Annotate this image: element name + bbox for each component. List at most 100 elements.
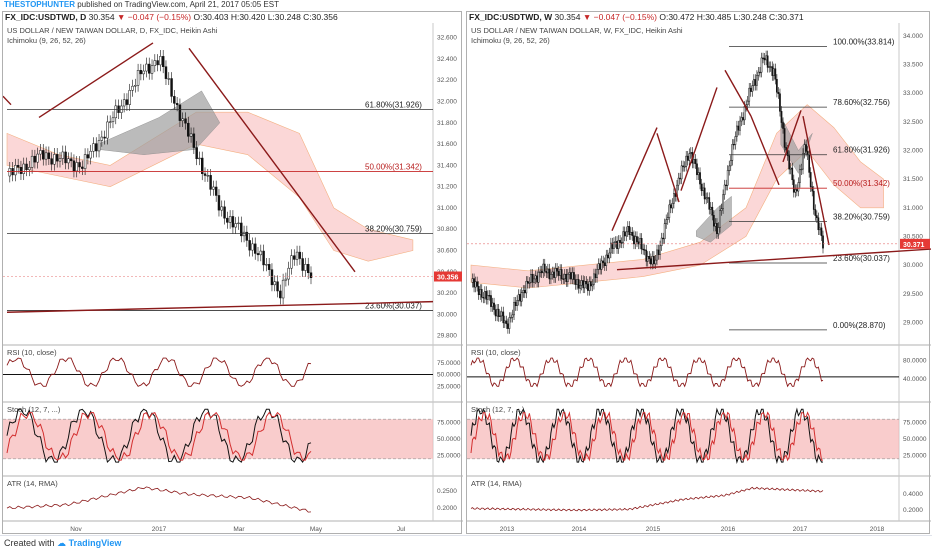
candle <box>493 302 495 310</box>
daily-chart-canvas[interactable]: US DOLLAR / NEW TAIWAN DOLLAR, D, FX_IDC… <box>3 23 463 533</box>
candle <box>69 158 73 162</box>
candle <box>608 252 611 259</box>
candle <box>553 271 555 278</box>
candle <box>510 317 512 319</box>
chart-title: US DOLLAR / NEW TAIWAN DOLLAR, W, FX_IDC… <box>471 26 683 35</box>
candle <box>125 99 129 105</box>
candle <box>139 70 143 75</box>
price-axis-tick: 30.000 <box>437 311 457 318</box>
candle <box>625 231 628 237</box>
candle <box>586 283 589 291</box>
candle <box>791 167 794 181</box>
trend-line <box>680 87 718 191</box>
stoch-label: Stoch (12, 7, ...) <box>7 405 61 414</box>
daily-chart-panel[interactable]: FX_IDC:USDTWD, D 30.354 ▼ −0.047 (−0.15%… <box>2 11 463 534</box>
candle <box>734 136 737 145</box>
rsi-label: RSI (10, close) <box>471 348 521 357</box>
trend-line <box>782 110 802 163</box>
symbol-label[interactable]: FX_IDC:USDTWD, W <box>469 12 553 22</box>
candle <box>646 256 649 262</box>
candle <box>619 240 621 243</box>
price-axis-tick: 31.400 <box>437 162 457 169</box>
candle <box>517 294 520 301</box>
stoch-axis-tick: 50.0000 <box>437 436 461 443</box>
candle <box>777 91 780 94</box>
price-axis-tick: 33.500 <box>903 62 923 69</box>
candle <box>523 290 526 294</box>
candle <box>507 323 509 329</box>
candle <box>298 251 302 259</box>
candle <box>195 147 198 159</box>
weekly-chart-panel[interactable]: FX_IDC:USDTWD, W 30.354 ▼ −0.047 (−0.15%… <box>466 11 931 534</box>
candle <box>259 250 263 256</box>
candle <box>686 155 689 161</box>
low-value: L:30.248 <box>733 12 767 22</box>
candle <box>817 217 820 231</box>
candle <box>228 216 232 223</box>
trend-line <box>616 248 931 271</box>
candle <box>309 272 313 279</box>
candle <box>476 281 478 287</box>
candle <box>511 314 514 318</box>
candle <box>776 79 778 93</box>
candle <box>496 308 498 317</box>
candle <box>14 165 17 176</box>
candle <box>565 273 568 282</box>
candle <box>47 152 51 159</box>
price-axis-tick: 32.200 <box>437 77 457 84</box>
candle <box>28 167 31 171</box>
candle <box>206 175 210 177</box>
stoch-axis-tick: 50.0000 <box>903 436 927 443</box>
candle <box>175 103 179 106</box>
candle <box>134 84 137 87</box>
candle <box>622 231 625 244</box>
footer-bar: Created with ☁ TradingView <box>0 535 932 550</box>
symbol-label[interactable]: FX_IDC:USDTWD, D <box>5 12 87 22</box>
candle <box>717 227 720 235</box>
candle <box>30 155 34 168</box>
candle <box>808 154 811 173</box>
atr-label: ATR (14, RMA) <box>7 479 58 488</box>
candle <box>657 249 660 255</box>
candle <box>614 241 617 243</box>
stoch-d-series <box>470 411 823 462</box>
price-axis-tick: 32.400 <box>437 56 457 63</box>
candle <box>482 297 485 299</box>
candle <box>527 280 529 284</box>
candle <box>662 237 664 240</box>
rsi-axis-tick: 80.0000 <box>903 357 927 364</box>
candle <box>514 301 517 306</box>
weekly-chart-canvas[interactable]: US DOLLAR / NEW TAIWAN DOLLAR, W, FX_IDC… <box>467 23 931 533</box>
stoch-label: Stoch (12, 7, ...) <box>471 405 525 414</box>
candle <box>782 122 784 129</box>
candle <box>25 163 28 171</box>
time-axis-tick: 2018 <box>870 526 885 533</box>
last-price: 30.354 <box>554 12 581 22</box>
candle <box>214 186 218 196</box>
candle <box>779 93 781 112</box>
candle <box>682 165 684 167</box>
tradingview-brand[interactable]: TradingView <box>68 538 122 548</box>
candle <box>209 175 212 190</box>
candle <box>812 190 815 210</box>
atr-axis-tick: 0.2500 <box>437 488 457 495</box>
candle <box>201 157 204 174</box>
author-name[interactable]: THESTOPHUNTER <box>4 0 75 9</box>
candle <box>487 295 489 300</box>
candle <box>789 167 792 170</box>
last-price-tag <box>900 238 930 249</box>
candle <box>543 263 546 272</box>
candle <box>22 163 25 174</box>
candle <box>551 271 554 275</box>
candle <box>591 284 594 287</box>
candle <box>713 215 715 227</box>
candle <box>494 309 497 317</box>
candle <box>547 268 549 274</box>
candle <box>643 249 646 251</box>
candle <box>480 289 483 298</box>
candle <box>728 165 731 171</box>
candle <box>173 96 176 104</box>
candle <box>556 268 558 272</box>
time-axis-tick: 2017 <box>793 526 808 533</box>
candle <box>534 275 537 280</box>
